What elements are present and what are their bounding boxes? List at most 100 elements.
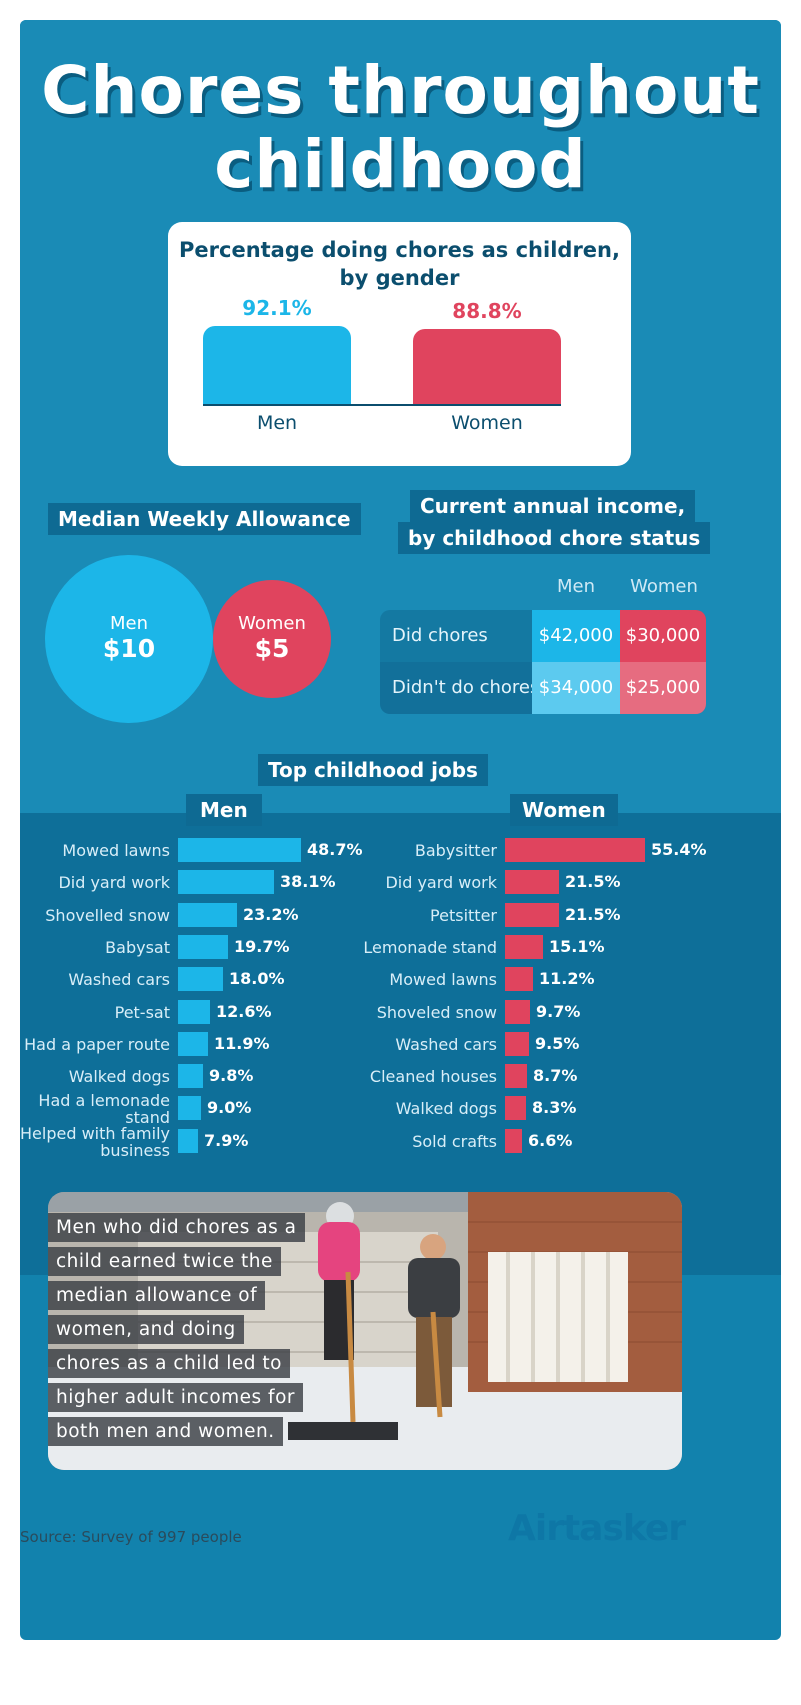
job-bar [505, 838, 645, 862]
job-bar [505, 903, 559, 927]
income-col-men: Men [556, 576, 595, 597]
job-bar [178, 903, 237, 927]
allowance-circle-value: $10 [102, 634, 156, 663]
income-cell-men: $42,000 [532, 610, 620, 662]
brand-name: Airtasker [508, 1508, 686, 1549]
job-label: Babysitter [414, 841, 497, 860]
job-bar [505, 935, 543, 959]
job-bar [505, 1064, 527, 1088]
job-bar [178, 1064, 203, 1088]
job-label: Sold crafts [412, 1132, 497, 1151]
allowance-circle-label: Women [238, 613, 306, 634]
job-bar [505, 1096, 526, 1120]
job-bar [505, 870, 559, 894]
jobs-panel-men: Men [186, 794, 262, 826]
gender-bar-label: Men [256, 412, 298, 434]
gender-bar-value: 92.1% [242, 296, 312, 320]
job-label: Shovelled snow [45, 906, 170, 925]
job-bar [178, 935, 228, 959]
job-label: Mowed lawns [62, 841, 170, 860]
job-label: Walked dogs [68, 1067, 170, 1086]
quote-line: median allowance of [48, 1281, 266, 1310]
job-value: 9.5% [535, 1034, 580, 1053]
job-bar [505, 967, 533, 991]
job-label: Mowed lawns [389, 970, 497, 989]
job-bar [178, 967, 223, 991]
income-title-line1: Current annual income, [410, 490, 696, 522]
job-bar [505, 1129, 522, 1153]
quote-line: both men and women. [48, 1417, 283, 1446]
gender-bar-label: Women [451, 412, 523, 434]
job-value: 38.1% [280, 872, 336, 891]
income-row-no-chores: Didn't do chores $34,000 $25,000 [380, 662, 706, 714]
job-value: 21.5% [565, 905, 621, 924]
job-bar [178, 1000, 210, 1024]
allowance-circle: Women $5 [213, 580, 331, 698]
job-value: 15.1% [549, 937, 605, 956]
job-value: 48.7% [307, 840, 363, 859]
quote-line: child earned twice the [48, 1247, 281, 1276]
income-row-did-chores: Did chores $42,000 $30,000 [380, 610, 706, 662]
job-value: 11.9% [214, 1034, 270, 1053]
job-value: 11.2% [539, 969, 595, 988]
job-value: 23.2% [243, 905, 299, 924]
job-value: 9.7% [536, 1002, 581, 1021]
job-bar [178, 1032, 208, 1056]
job-value: 19.7% [234, 937, 290, 956]
job-value: 8.7% [533, 1066, 578, 1085]
gender-bar [413, 329, 561, 404]
page-title: Chores throughout childhood [41, 52, 760, 203]
job-label: Pet-sat [114, 1003, 170, 1022]
allowance-title: Median Weekly Allowance [48, 503, 361, 535]
job-value: 21.5% [565, 872, 621, 891]
job-label: Washed cars [395, 1035, 497, 1054]
job-value: 12.6% [216, 1002, 272, 1021]
job-value: 9.8% [209, 1066, 254, 1085]
job-label: Walked dogs [395, 1099, 497, 1118]
gender-bar-value: 88.8% [452, 299, 522, 323]
job-label: Babysat [105, 938, 170, 957]
job-bar [505, 1000, 530, 1024]
chores-by-gender-card: Percentage doing chores as children, by … [168, 222, 631, 466]
job-label: Did yard work [58, 873, 170, 892]
jobs-title: Top childhood jobs [258, 754, 488, 786]
job-value: 7.9% [204, 1131, 249, 1150]
job-value: 55.4% [651, 840, 707, 859]
jobs-panel-women: Women [510, 794, 618, 826]
job-value: 6.6% [528, 1131, 573, 1150]
income-cell-women: $30,000 [620, 610, 706, 662]
income-cell-men: $34,000 [532, 662, 620, 714]
job-label: Had a lemonade stand [38, 1091, 170, 1127]
allowance-circle-text: Men $10 [45, 613, 213, 663]
quote-block: Men who did chores as a child earned twic… [48, 1213, 305, 1451]
chores-by-gender-title: Percentage doing chores as children, by … [179, 238, 620, 290]
job-bar [178, 1129, 198, 1153]
job-bar [178, 870, 274, 894]
job-label: Helped with family business [20, 1124, 170, 1160]
source-note: Source: Survey of 997 people [20, 1528, 242, 1546]
income-cell-women: $25,000 [620, 662, 706, 714]
gender-bar [203, 326, 351, 404]
allowance-circle-value: $5 [254, 634, 290, 663]
quote-lines: Men who did chores as a child earned twic… [48, 1213, 305, 1451]
job-bar [178, 838, 301, 862]
income-row-label: Did chores [392, 625, 488, 646]
job-label: Did yard work [385, 873, 497, 892]
allowance-circle: Men $10 [45, 555, 213, 723]
income-col-women: Women [630, 576, 698, 597]
job-label: Had a paper route [24, 1035, 170, 1054]
job-label: Petsitter [430, 906, 497, 925]
quote-line: Men who did chores as a [48, 1213, 305, 1242]
job-label: Washed cars [68, 970, 170, 989]
quote-line: chores as a child led to [48, 1349, 290, 1378]
job-bar [178, 1096, 201, 1120]
job-value: 18.0% [229, 969, 285, 988]
job-label: Shoveled snow [376, 1003, 497, 1022]
quote-line: higher adult incomes for [48, 1383, 303, 1412]
job-bar [505, 1032, 529, 1056]
income-row-label: Didn't do chores [392, 677, 540, 698]
income-title-line2: by childhood chore status [398, 522, 711, 554]
quote-line: women, and doing [48, 1315, 244, 1344]
gender-axis [203, 404, 561, 406]
allowance-circle-label: Men [109, 613, 148, 634]
